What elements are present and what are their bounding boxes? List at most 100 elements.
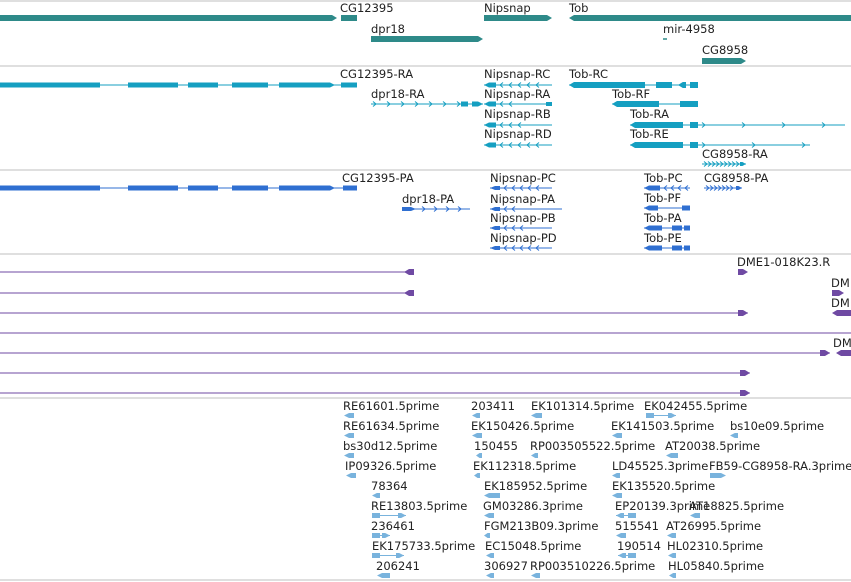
ref-transcript-tob-pa[interactable] [644, 225, 690, 231]
est-ek135520-5prime[interactable] [612, 493, 622, 498]
est-rp003510226-5prime[interactable] [531, 573, 540, 578]
alignment-label-1[interactable]: DME1-018K23.R [737, 255, 831, 269]
est-bs30d12-5prime[interactable] [344, 453, 354, 458]
gene-label-cg8958[interactable]: CG8958 [702, 43, 749, 57]
est-label-at18825-5prime[interactable]: AT18825.5prime [689, 499, 785, 513]
gene-label-tob[interactable]: Tob [569, 1, 589, 15]
est-206241[interactable] [377, 573, 390, 578]
ref-transcript-cg12395-pa[interactable] [0, 185, 357, 191]
est-label-ek135520-5prime[interactable]: EK135520.5prime [612, 479, 716, 493]
est-label-fb59-cg8958-ra-3prime[interactable]: FB59-CG8958-RA.3prime [709, 459, 851, 473]
transcript-nipsnap-rb[interactable] [484, 122, 552, 128]
est-label-236461[interactable]: 236461 [371, 519, 415, 533]
ref-transcript-cg8958-pa[interactable] [704, 185, 742, 191]
est-label-fgm213b09-3prime[interactable]: FGM213B09.3prime [484, 519, 599, 533]
est-fb59-cg8958-ra-3prime[interactable] [710, 473, 726, 478]
alignment-1[interactable] [0, 269, 414, 275]
alignment-hit-3[interactable] [832, 310, 851, 316]
gene-cg12395[interactable] [0, 15, 357, 21]
est-label-ld45525-3prime[interactable]: LD45525.3prime [612, 459, 709, 473]
alignment-label-2[interactable]: DM [831, 276, 850, 290]
ref-transcript-tob-pe[interactable] [644, 245, 690, 251]
alignment-2[interactable] [0, 290, 414, 296]
est-306927[interactable] [486, 573, 494, 578]
transcript-tob-ra[interactable] [630, 122, 845, 128]
est-rp003505522-5prime[interactable] [531, 453, 538, 458]
ref-transcript-tob-pc[interactable] [644, 185, 690, 191]
est-label-ek185952-5prime[interactable]: EK185952.5prime [484, 479, 588, 493]
est-label-ek101314-5prime[interactable]: EK101314.5prime [531, 399, 635, 413]
gene-label-cg12395[interactable]: CG12395 [340, 1, 394, 15]
ref-transcript-label-tob-pf[interactable]: Tob-PF [644, 191, 682, 205]
est-label-78364[interactable]: 78364 [371, 479, 408, 493]
est-hl02310-5prime[interactable] [668, 553, 676, 558]
est-label-re13803-5prime[interactable]: RE13803.5prime [371, 499, 468, 513]
alignment-6[interactable] [0, 370, 750, 376]
ref-transcript-label-nipsnap-pd[interactable]: Nipsnap-PD [490, 231, 557, 245]
est-label-hl05840-5prime[interactable]: HL05840.5prime [668, 559, 765, 573]
gene-label-dpr18[interactable]: dpr18 [371, 22, 405, 36]
ref-transcript-label-nipsnap-pc[interactable]: Nipsnap-PC [490, 171, 556, 185]
ref-transcript-nipsnap-pa[interactable] [490, 206, 562, 212]
est-ek150426-5prime[interactable] [472, 433, 482, 438]
transcript-nipsnap-rc[interactable] [484, 82, 552, 88]
ref-transcript-nipsnap-pb[interactable] [490, 225, 552, 231]
est-label-190514[interactable]: 190514 [617, 539, 661, 553]
ref-transcript-label-cg12395-pa[interactable]: CG12395-PA [342, 171, 414, 185]
est-label-ek175733-5prime[interactable]: EK175733.5prime [372, 539, 476, 553]
gene-cg8958[interactable] [702, 58, 746, 64]
ref-transcript-nipsnap-pd[interactable] [490, 245, 552, 251]
gene-nipsnap[interactable] [484, 15, 552, 21]
est-203411[interactable] [472, 413, 480, 418]
ref-transcript-label-cg8958-pa[interactable]: CG8958-PA [704, 171, 769, 185]
est-ek042455-5prime[interactable] [646, 413, 676, 418]
alignment-hit-2[interactable] [832, 290, 844, 296]
est-hl05840-5prime[interactable] [669, 573, 676, 578]
est-190514[interactable] [618, 553, 636, 558]
est-label-ep20139-3prime[interactable]: EP20139.3prime [615, 499, 711, 513]
est-label-ip09326-5prime[interactable]: IP09326.5prime [345, 459, 437, 473]
est-ek101314-5prime[interactable] [531, 413, 542, 418]
transcript-label-cg8958-ra[interactable]: CG8958-RA [702, 147, 768, 161]
est-label-re61601-5prime[interactable]: RE61601.5prime [343, 399, 440, 413]
transcript-label-tob-re[interactable]: Tob-RE [630, 127, 669, 141]
est-at20038-5prime[interactable] [666, 453, 678, 458]
transcript-dpr18-ra[interactable] [371, 101, 483, 107]
alignment-label-4[interactable]: DM [833, 336, 851, 350]
est-ek141503-5prime[interactable] [612, 433, 622, 438]
ref-transcript-nipsnap-pc[interactable] [490, 185, 552, 191]
est-label-at20038-5prime[interactable]: AT20038.5prime [665, 439, 761, 453]
transcript-tob-re[interactable] [630, 142, 810, 148]
est-ep20139-3prime[interactable] [616, 513, 636, 518]
ref-transcript-tob-pf[interactable] [644, 205, 690, 211]
transcript-label-nipsnap-rb[interactable]: Nipsnap-RB [484, 107, 551, 121]
est-label-bs10e09-5prime[interactable]: bs10e09.5prime [730, 419, 825, 433]
est-label-re61634-5prime[interactable]: RE61634.5prime [343, 419, 440, 433]
est-label-hl02310-5prime[interactable]: HL02310.5prime [667, 539, 764, 553]
est-150455[interactable] [476, 453, 482, 458]
est-label-ek150426-5prime[interactable]: EK150426.5prime [471, 419, 575, 433]
est-at18825-5prime[interactable] [690, 513, 700, 518]
est-label-at26995-5prime[interactable]: AT26995.5prime [666, 519, 762, 533]
est-fgm213b09-3prime[interactable] [484, 533, 490, 538]
transcript-label-tob-rc[interactable]: Tob-RC [569, 67, 609, 81]
est-label-bs30d12-5prime[interactable]: bs30d12.5prime [343, 439, 438, 453]
transcript-nipsnap-ra[interactable] [484, 101, 552, 107]
transcript-label-dpr18-ra[interactable]: dpr18-RA [371, 87, 425, 101]
gene-label-mir-4958[interactable]: mir-4958 [663, 22, 715, 36]
est-at26995-5prime[interactable] [667, 533, 676, 538]
transcript-label-nipsnap-rc[interactable]: Nipsnap-RC [484, 67, 551, 81]
est-label-ec15048-5prime[interactable]: EC15048.5prime [485, 539, 582, 553]
est-ek175733-5prime[interactable] [372, 553, 404, 558]
transcript-tob-rf[interactable] [612, 101, 698, 107]
alignment-5[interactable] [0, 350, 830, 356]
ref-transcript-label-dpr18-pa[interactable]: dpr18-PA [402, 192, 455, 206]
alignment-3[interactable] [0, 310, 748, 316]
est-label-ek042455-5prime[interactable]: EK042455.5prime [644, 399, 748, 413]
transcript-cg8958-ra[interactable] [702, 161, 746, 167]
ref-transcript-dpr18-pa[interactable] [402, 206, 470, 212]
est-label-515541[interactable]: 515541 [615, 519, 659, 533]
transcript-cg12395-ra[interactable] [0, 82, 357, 88]
est-re61601-5prime[interactable] [344, 413, 354, 418]
est-label-ek112318-5prime[interactable]: EK112318.5prime [473, 459, 577, 473]
